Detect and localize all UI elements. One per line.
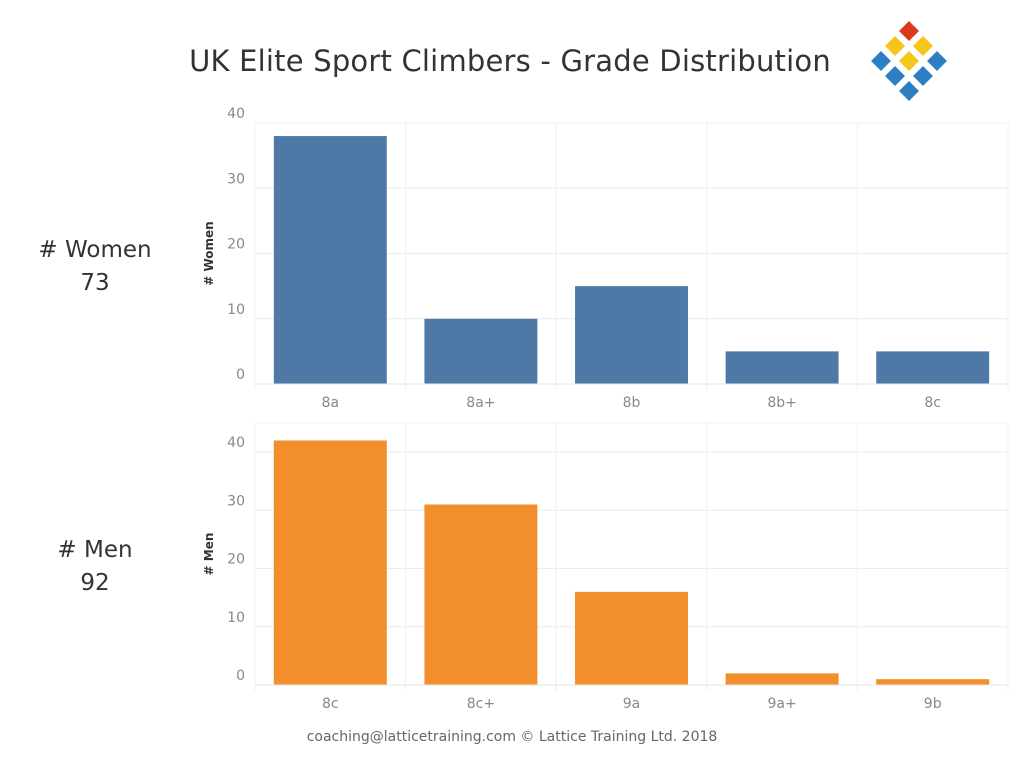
women-bar-8a: [273, 136, 387, 384]
men-bar-8c+: [424, 504, 538, 685]
lattice-logo-icon: [869, 19, 949, 103]
logo-diamond-bottom: [897, 79, 921, 103]
men-x-tick-label: 8c: [322, 696, 339, 712]
men-count-stat: # Men 92: [20, 534, 170, 600]
women-y-tick-label: 10: [227, 302, 245, 318]
women-bar-8b+: [725, 351, 839, 384]
men-y-axis-label: # Men: [202, 533, 216, 576]
men-x-tick-label: 8c+: [467, 696, 495, 712]
men-bar-9b: [876, 679, 990, 685]
women-y-tick-label: 0: [236, 367, 245, 383]
footer-credit: coaching@latticetraining.com © Lattice T…: [306, 729, 718, 745]
women-x-tick-label: 8c: [924, 395, 941, 411]
men-count-label: # Men: [57, 537, 133, 563]
men-bar-9a+: [725, 673, 839, 685]
logo-diamond-lower-right: [911, 64, 935, 88]
logo-diamond-left: [869, 49, 893, 73]
logo-diamond-center: [897, 49, 921, 73]
logo-diamond-right: [925, 49, 949, 73]
women-count-label: # Women: [38, 237, 152, 263]
men-y-tick-label: 10: [227, 610, 245, 626]
logo-diamond-lower-left: [883, 64, 907, 88]
men-bar-9a: [575, 591, 688, 685]
men-x-tick-label: 9b: [924, 696, 942, 712]
women-x-tick-label: 8a: [322, 395, 340, 411]
men-y-tick-label: 30: [227, 493, 245, 509]
men-y-tick-label: 40: [227, 435, 245, 451]
logo-diamond-top: [897, 19, 921, 43]
men-count-value: 92: [80, 570, 110, 596]
men-x-tick-label: 9a+: [767, 696, 796, 712]
women-y-tick-label: 40: [227, 106, 245, 122]
women-x-tick-label: 8b+: [767, 395, 797, 411]
women-y-tick-label: 20: [227, 237, 245, 253]
women-count-value: 73: [80, 270, 110, 296]
women-x-tick-label: 8a+: [466, 395, 495, 411]
men-bar-8c: [273, 440, 387, 685]
men-x-tick-label: 9a: [623, 696, 641, 712]
women-y-axis-label: # Women: [202, 221, 216, 285]
women-bar-8c: [876, 351, 990, 384]
chart-title: UK Elite Sport Climbers - Grade Distribu…: [189, 44, 831, 78]
men-y-tick-label: 0: [236, 668, 245, 684]
women-y-tick-label: 30: [227, 171, 245, 187]
women-bar-8b: [575, 286, 688, 384]
women-bar-8a+: [424, 318, 538, 384]
women-x-tick-label: 8b: [623, 395, 641, 411]
men-y-tick-label: 20: [227, 552, 245, 568]
logo-diamond-middle-left: [883, 34, 907, 58]
women-count-stat: # Women 73: [20, 234, 170, 300]
logo-diamond-middle-right: [911, 34, 935, 58]
